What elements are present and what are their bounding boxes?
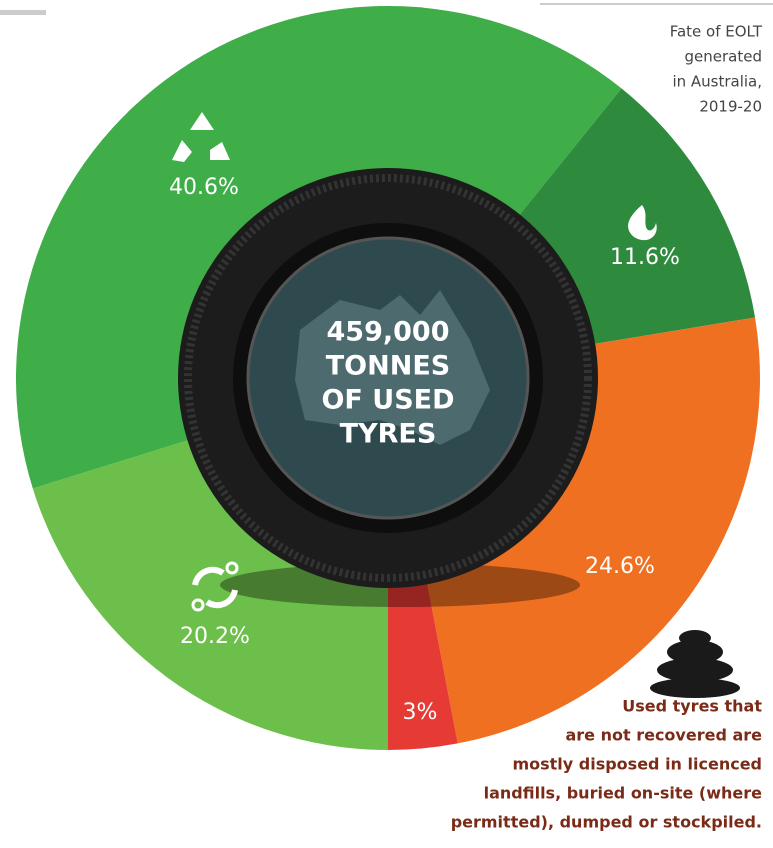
value-label: 40.6%: [169, 175, 239, 200]
center-text-line: TONNES: [326, 351, 450, 382]
value-label: 11.6%: [610, 245, 680, 270]
title-line: in Australia,: [672, 73, 762, 91]
note-line: landfills, buried on-site (where: [484, 784, 763, 803]
note-line: mostly disposed in licenced: [512, 755, 762, 774]
value-label: 20.2%: [180, 624, 250, 649]
title-line: 2019-20: [699, 98, 762, 116]
center-text-line: TYRES: [340, 419, 437, 450]
center-text-line: 459,000: [327, 317, 450, 348]
title-line: Fate of EOLT: [670, 23, 763, 41]
note-line: permitted), dumped or stockpiled.: [451, 813, 762, 832]
title-line: generated: [685, 48, 762, 66]
value-label: 24.6%: [585, 554, 655, 579]
chart: 459,000TONNESOF USEDTYRES Fate of EOLT ge…: [0, 0, 773, 848]
decor-bar: [0, 10, 46, 15]
note-line: are not recovered are: [565, 726, 762, 745]
note-line: Used tyres that: [622, 697, 762, 716]
center-text-line: OF USED: [321, 385, 454, 416]
title: Fate of EOLT generated in Australia, 2019-2…: [670, 23, 763, 116]
tyre-pile-icon: [650, 630, 740, 698]
value-label: 3%: [403, 700, 438, 725]
